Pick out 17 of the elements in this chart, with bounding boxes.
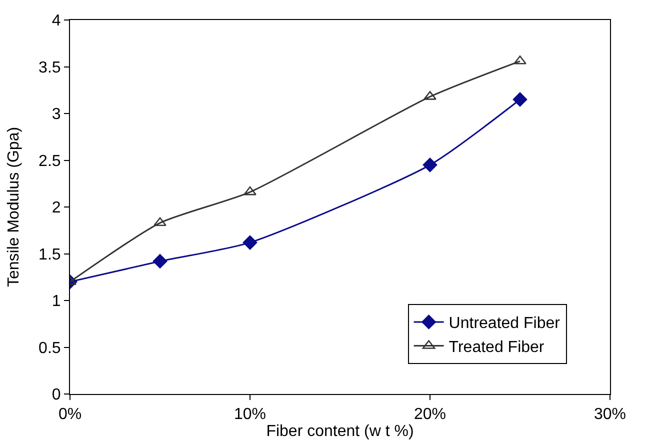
y-tick-label: 3.5 [38,59,61,76]
x-axis-title: Fiber content (w t %) [266,422,414,440]
x-tick-label: 10% [234,406,266,424]
y-tick-label: 3 [52,106,61,124]
y-tick-label: 4 [52,12,61,30]
legend-label: Treated Fiber [448,339,545,356]
x-tick-label: 30% [594,406,626,424]
y-tick-label: 2 [52,200,61,217]
y-tick-label: 0 [52,386,61,404]
y-tick-label: 1 [52,293,61,310]
x-tick-label: 20% [414,406,446,424]
y-tick-label: 1.5 [38,246,61,264]
legend-label: Untreated Fiber [448,315,561,332]
x-tick-label: 0% [58,406,82,424]
y-tick-label: 0.5 [38,340,61,357]
y-tick-label: 2.5 [38,152,61,170]
y-axis-title: Tensile Modulus (Gpa) [5,126,22,288]
